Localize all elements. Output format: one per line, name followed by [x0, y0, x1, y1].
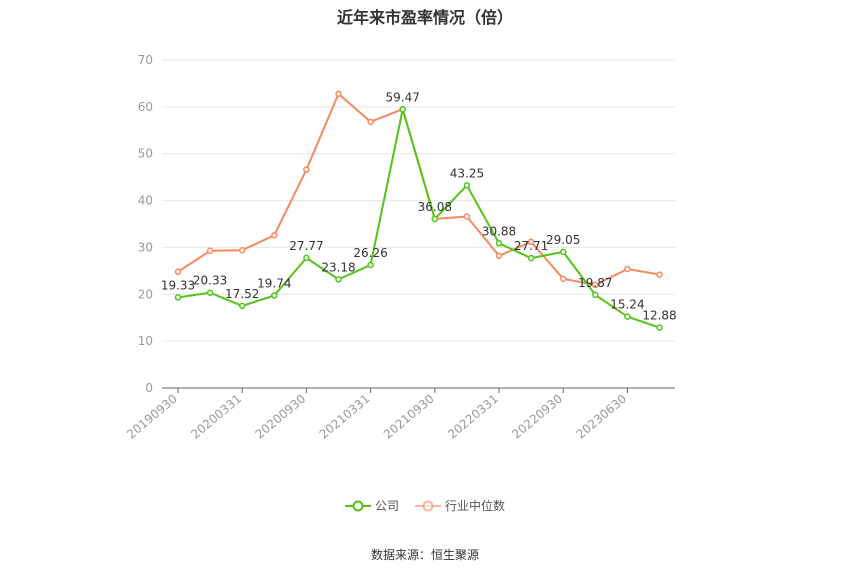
data-point-industry-median [624, 265, 631, 273]
data-point-company [399, 106, 406, 113]
data-point-industry-median [303, 166, 310, 173]
x-tick-label: 20220930 [509, 392, 565, 442]
data-label: 30.88 [482, 224, 516, 238]
data-point-industry-median [527, 238, 535, 246]
legend-marker-company [344, 500, 371, 511]
data-point-industry-median [463, 213, 471, 220]
data-point-company [303, 254, 310, 262]
legend: 公司 行业中位数 [0, 497, 850, 514]
data-point-industry-median [495, 252, 503, 260]
data-point-company [206, 289, 214, 296]
data-point-company [238, 302, 246, 310]
data-point-industry-median [206, 247, 214, 254]
legend-label-company: 公司 [374, 499, 399, 513]
data-label: 19.87 [578, 276, 612, 290]
data-source: 数据来源：恒生聚源 [370, 548, 479, 562]
data-point-company [527, 254, 535, 262]
data-label: 59.47 [386, 90, 420, 104]
data-point-company [335, 276, 342, 283]
x-tick-label: 20200930 [253, 392, 309, 442]
data-label: 26.26 [353, 246, 387, 260]
legend-item-industry-median[interactable]: 行业中位数 [415, 497, 505, 514]
data-point-company [495, 240, 503, 247]
x-tick-label: 20210331 [317, 392, 373, 442]
data-point-company [559, 248, 567, 256]
data-label: 27.77 [289, 239, 323, 253]
y-tick-label: 60 [138, 100, 153, 114]
data-label: 20.33 [193, 274, 227, 288]
data-point-industry-median [559, 275, 567, 283]
legend-item-company[interactable]: 公司 [344, 497, 399, 514]
y-tick-label: 10 [138, 334, 153, 348]
data-label: 19.74 [257, 277, 291, 291]
data-label: 23.18 [321, 260, 355, 274]
x-tick-label: 20200331 [188, 392, 244, 442]
data-point-company [174, 294, 182, 301]
series-line-company [177, 108, 660, 329]
x-tick-label: 20220331 [445, 392, 501, 442]
legend-marker-industry-median [415, 500, 441, 511]
data-point-company [431, 215, 439, 223]
data-point-industry-median [656, 271, 663, 278]
data-point-industry-median [367, 118, 374, 126]
y-tick-label: 70 [138, 53, 153, 67]
x-tick-label: 20190930 [124, 392, 180, 442]
x-tick-label: 20230630 [574, 392, 630, 442]
data-label: 15.24 [610, 298, 644, 312]
data-label: 27.71 [514, 239, 548, 253]
data-point-company [624, 313, 631, 320]
data-point-company [367, 261, 374, 269]
x-tick-label: 20210930 [381, 392, 437, 442]
series-lines [174, 90, 663, 331]
data-point-industry-median [238, 246, 246, 254]
y-tick-label: 30 [138, 240, 153, 254]
y-tick-label: 40 [138, 194, 153, 208]
data-point-company [592, 291, 599, 299]
y-tick-label: 20 [138, 287, 153, 301]
grid-lines [162, 59, 675, 342]
data-label: 36.08 [418, 200, 452, 214]
data-point-company [656, 324, 663, 331]
data-label: 29.05 [546, 233, 580, 247]
data-point-company [271, 292, 278, 299]
data-label: 17.52 [225, 287, 259, 301]
data-label: 43.25 [450, 166, 484, 180]
series-line-industry-median [177, 92, 660, 286]
y-tick-label: 0 [145, 381, 153, 395]
data-label: 12.88 [642, 309, 676, 323]
data-point-industry-median [271, 231, 278, 239]
y-tick-label: 50 [138, 147, 153, 161]
data-point-company [463, 182, 471, 189]
data-point-industry-median [174, 268, 182, 276]
data-label: 19.33 [161, 278, 195, 292]
data-point-industry-median [335, 90, 342, 97]
data-point-industry-median [592, 281, 599, 289]
legend-label-industry-median: 行业中位数 [445, 499, 506, 513]
chart-title: 近年来市盈率情况（倍） [336, 8, 513, 27]
